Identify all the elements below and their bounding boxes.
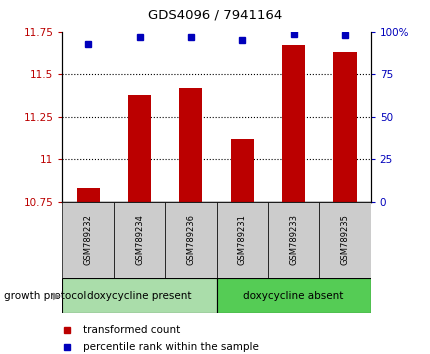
Text: GDS4096 / 7941164: GDS4096 / 7941164	[148, 9, 282, 22]
Text: GSM789232: GSM789232	[83, 215, 92, 265]
Bar	[62, 202, 114, 278]
Bar	[267, 202, 319, 278]
Bar	[77, 188, 99, 202]
Text: GSM789231: GSM789231	[237, 215, 246, 265]
Bar	[128, 95, 151, 202]
Bar	[230, 139, 253, 202]
Text: doxycycline present: doxycycline present	[87, 291, 191, 301]
Bar	[216, 278, 370, 313]
Bar	[281, 45, 304, 202]
Text: ▶: ▶	[53, 291, 60, 301]
Text: doxycycline absent: doxycycline absent	[243, 291, 343, 301]
Text: GSM789233: GSM789233	[289, 214, 298, 266]
Bar	[333, 52, 356, 202]
Bar	[216, 202, 267, 278]
Bar	[319, 202, 370, 278]
Bar	[114, 202, 165, 278]
Bar	[165, 202, 216, 278]
Text: GSM789234: GSM789234	[135, 215, 144, 265]
Text: GSM789236: GSM789236	[186, 214, 195, 266]
Bar	[179, 88, 202, 202]
Text: growth protocol: growth protocol	[4, 291, 86, 301]
Bar	[62, 278, 216, 313]
Text: percentile rank within the sample: percentile rank within the sample	[83, 342, 258, 352]
Text: GSM789235: GSM789235	[340, 215, 349, 265]
Text: transformed count: transformed count	[83, 325, 180, 335]
